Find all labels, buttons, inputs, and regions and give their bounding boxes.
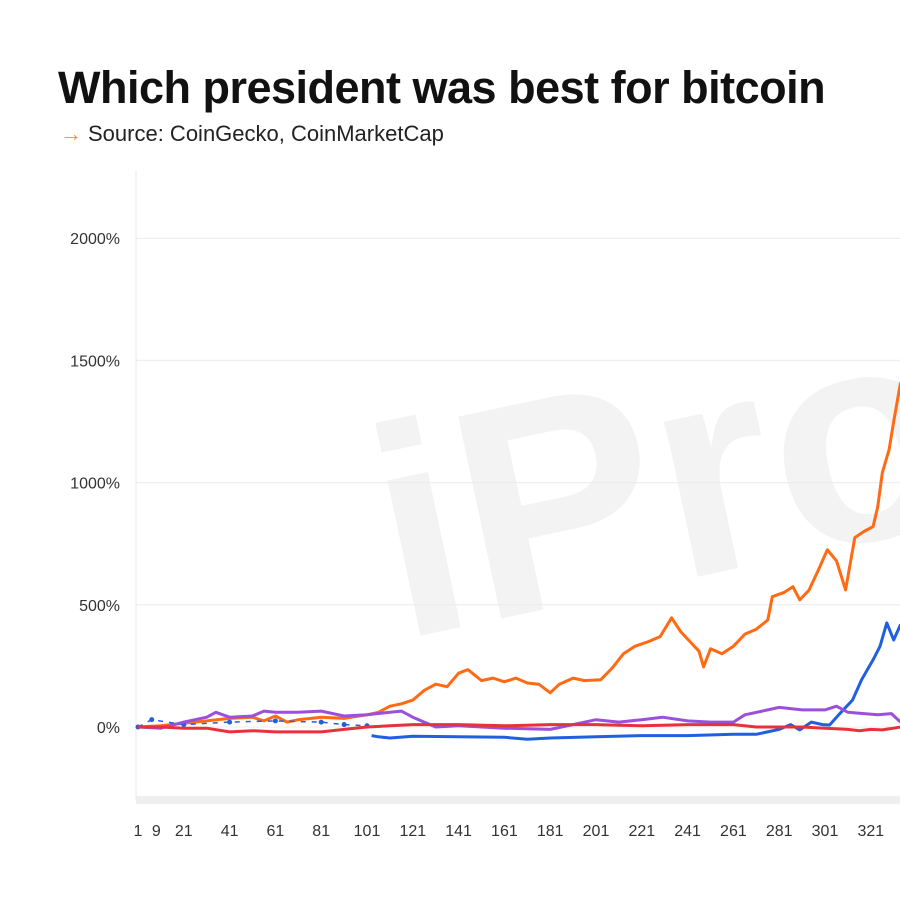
x-tick-label: 301 xyxy=(812,823,839,840)
y-tick-label: 2000% xyxy=(70,231,120,248)
arrow-right-icon: → xyxy=(60,121,82,146)
series-line xyxy=(138,723,900,734)
x-tick-label: 321 xyxy=(857,823,884,840)
x-tick-label: 1 xyxy=(134,823,143,840)
x-tick-label: 221 xyxy=(628,823,655,840)
x-tick-label: 181 xyxy=(537,823,564,840)
x-axis-band xyxy=(136,796,900,804)
x-tick-label: 141 xyxy=(445,823,472,840)
data-point xyxy=(272,718,278,724)
x-tick-label: 121 xyxy=(399,823,426,840)
data-point xyxy=(227,719,233,725)
x-tick-label: 81 xyxy=(312,823,330,840)
data-point xyxy=(341,722,347,728)
watermark: iProt xyxy=(343,232,900,703)
x-axis-band-rect xyxy=(136,796,900,804)
series-line xyxy=(137,382,900,729)
x-tick-label: 61 xyxy=(267,823,285,840)
x-tick-label: 101 xyxy=(354,823,381,840)
x-tick-label: 41 xyxy=(221,823,239,840)
x-tick-label: 241 xyxy=(674,823,701,840)
chart-title: Which president was best for bitcoin xyxy=(58,62,826,113)
chart-subtitle: → Source: CoinGecko, CoinMarketCap xyxy=(60,121,444,147)
y-tick-label: 500% xyxy=(79,598,120,615)
x-tick-label: 281 xyxy=(766,823,793,840)
y-tick-label: 0% xyxy=(97,720,120,737)
y-tick-label: 1000% xyxy=(70,476,120,493)
x-tick-label: 261 xyxy=(720,823,747,840)
series-line xyxy=(137,704,900,731)
source-text: Source: CoinGecko, CoinMarketCap xyxy=(88,121,444,146)
x-tick-label: 21 xyxy=(175,823,193,840)
data-point xyxy=(318,719,324,725)
x-axis: 1 9 21 41 61 81 101 121 141 161 181 201 221 241 261 281… xyxy=(134,823,885,840)
watermark-text: iProt xyxy=(343,232,900,703)
y-tick-label: 1500% xyxy=(70,353,120,370)
data-point xyxy=(149,717,155,723)
x-tick-label: 201 xyxy=(583,823,610,840)
x-tick-label: 9 xyxy=(152,823,161,840)
y-axis: 2000% 1500% 1000% 500% 0% xyxy=(70,231,120,737)
x-tick-label: 161 xyxy=(491,823,518,840)
series-line xyxy=(371,621,900,741)
series-lines xyxy=(135,382,900,741)
